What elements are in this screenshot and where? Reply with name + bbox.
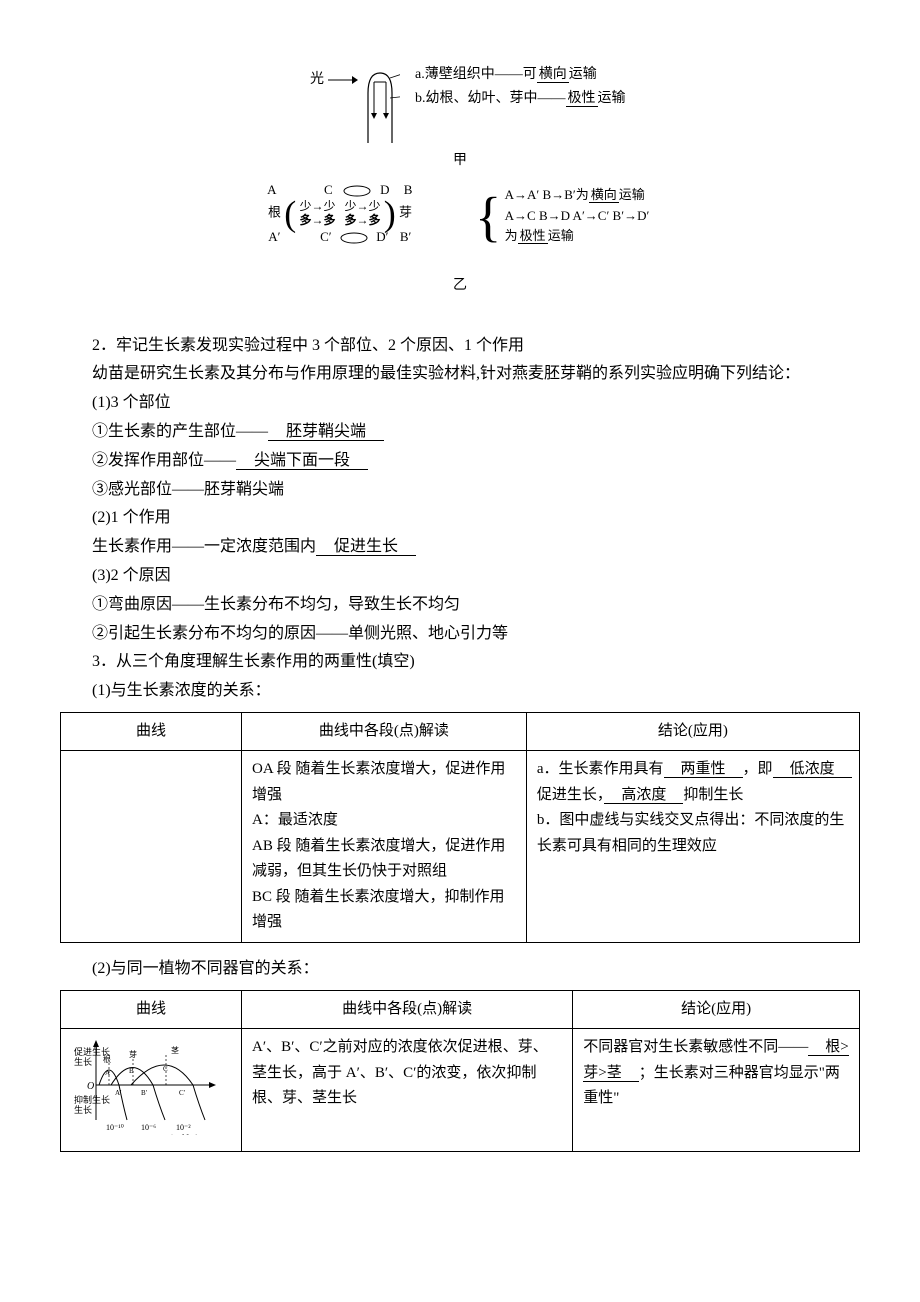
brace-l3-u: 极性 bbox=[518, 228, 548, 244]
brace-l1-u: 横向 bbox=[589, 187, 619, 203]
svg-text:10⁻⁶: 10⁻⁶ bbox=[141, 1123, 156, 1132]
section3-title: 3．从三个角度理解生长素作用的两重性(填空) bbox=[60, 648, 860, 677]
t1-col3: a．生长素作用具有 两重性 ，即 低浓度 促进生长， 高浓度 抑制生长 b．图中… bbox=[526, 751, 859, 943]
label-b-underline: 极性 bbox=[566, 91, 598, 107]
brace-l1-suffix: 运输 bbox=[619, 187, 645, 202]
section2-intro: 幼苗是研究生长素及其分布与作用原理的最佳实验材料,针对燕麦胚芽鞘的系列实验应明确… bbox=[60, 360, 860, 389]
svg-text:C′: C′ bbox=[179, 1089, 186, 1097]
t1-h2: 曲线中各段(点)解读 bbox=[242, 712, 527, 751]
s2-p3: (3)2 个原因 bbox=[60, 562, 860, 591]
brace-icon: { bbox=[475, 189, 501, 244]
svg-text:A′: A′ bbox=[115, 1089, 122, 1097]
col-cp: C′ bbox=[316, 228, 336, 246]
t2-h2: 曲线中各段(点)解读 bbox=[242, 990, 573, 1029]
caption-jia: 甲 bbox=[250, 148, 670, 173]
section2-title: 2．牢记生长素发现实验过程中 3 个部位、2 个原因、1 个作用 bbox=[60, 332, 860, 361]
light-label: 光 bbox=[310, 67, 324, 92]
svg-text:B: B bbox=[129, 1067, 134, 1075]
t2-col3: 不同器官对生长素敏感性不同—— 根>芽>茎 ；生长素对三种器官均显示"两重性" bbox=[573, 1029, 860, 1152]
col-a: A bbox=[262, 181, 282, 199]
t1-col2: OA 段 随着生长素浓度增大，促进作用增强 A：最适浓度 AB 段 随着生长素浓… bbox=[242, 751, 527, 943]
brace-l1-prefix: A→A′ B→B′为 bbox=[505, 187, 589, 202]
col-ap: A′ bbox=[264, 228, 284, 246]
col-c: C bbox=[318, 181, 338, 199]
figure-top: 光 a.薄壁组织中——可横向运输 bbox=[250, 60, 670, 160]
svg-text:抑制生长: 抑制生长 bbox=[74, 1094, 110, 1105]
label-b-prefix: b.幼根、幼叶、芽中—— bbox=[415, 91, 566, 106]
svg-text:A: A bbox=[105, 1069, 110, 1077]
table-organs: 曲线 曲线中各段(点)解读 结论(应用) 促进生长 生长 O 抑制生长 生长 bbox=[60, 990, 860, 1152]
svg-text:c/mol·L⁻¹: c/mol·L⁻¹ bbox=[166, 1133, 197, 1135]
col-bp: B′ bbox=[396, 228, 416, 246]
t1-h3: 结论(应用) bbox=[526, 712, 859, 751]
brace-block: { A→A′ B→B′为横向运输 A→C B→D A′→C′ B′→D′ 为极性… bbox=[475, 185, 649, 247]
s2-p1: (1)3 个部位 bbox=[60, 389, 860, 418]
figure-jia: 光 a.薄壁组织中——可横向运输 bbox=[60, 60, 860, 302]
s2-p2: (2)1 个作用 bbox=[60, 504, 860, 533]
t1-h1: 曲线 bbox=[61, 712, 242, 751]
s2-p2-1: 生长素作用——一定浓度范围内 促进生长 bbox=[60, 533, 860, 562]
s3-p2: (2)与同一植物不同器官的关系： bbox=[60, 955, 860, 984]
root-bud-diagram: A C D B 根 ( 少→少 少→少 多→多 多→多 ) 芽 bbox=[220, 181, 460, 246]
figure-yi: A C D B 根 ( 少→少 少→少 多→多 多→多 ) 芽 bbox=[180, 181, 740, 291]
t2-h1: 曲线 bbox=[61, 990, 242, 1029]
label-b: b.幼根、幼叶、芽中——极性运输 bbox=[415, 86, 626, 111]
label-b-suffix: 运输 bbox=[598, 91, 626, 106]
svg-text:O: O bbox=[87, 1081, 94, 1092]
brace-l2: A→C B→D A′→C′ B′→D′ bbox=[505, 208, 650, 223]
s2-p1-2: ②发挥作用部位—— 尖端下面一段 bbox=[60, 447, 860, 476]
t2-h3: 结论(应用) bbox=[573, 990, 860, 1029]
brace-l3-suffix: 运输 bbox=[548, 228, 574, 243]
table-concentration: 曲线 曲线中各段(点)解读 结论(应用) OA 段 随着生长素浓度增大，促进作用… bbox=[60, 712, 860, 943]
svg-text:茎: 茎 bbox=[171, 1045, 179, 1055]
label-a-prefix: a.薄壁组织中——可 bbox=[415, 67, 537, 82]
label-a: a.薄壁组织中——可横向运输 bbox=[415, 62, 597, 87]
s2-p3-1: ①弯曲原因——生长素分布不均匀，导致生长不均匀 bbox=[60, 591, 860, 620]
t2-col2: A′、B′、C′之前对应的浓度依次促进根、芽、茎生长，高于 A′、B′、C′的浓… bbox=[242, 1029, 573, 1152]
coleoptile-icon bbox=[360, 68, 400, 143]
col-dp: D′ bbox=[372, 228, 392, 246]
svg-text:芽: 芽 bbox=[129, 1049, 137, 1059]
caption-yi: 乙 bbox=[180, 273, 740, 298]
label-a-suffix: 运输 bbox=[569, 67, 597, 82]
s3-p1: (1)与生长素浓度的关系： bbox=[60, 677, 860, 706]
brace-l3-prefix: 为 bbox=[505, 228, 518, 243]
bud-label: 芽 bbox=[399, 204, 412, 219]
svg-text:生长: 生长 bbox=[74, 1104, 92, 1115]
root-label: 根 bbox=[268, 204, 281, 219]
label-a-underline: 横向 bbox=[537, 67, 569, 83]
svg-text:生长: 生长 bbox=[74, 1056, 92, 1067]
svg-text:C: C bbox=[163, 1065, 168, 1073]
light-arrow-icon bbox=[328, 70, 358, 95]
s2-p3-2: ②引起生长素分布不均匀的原因——单侧光照、地心引力等 bbox=[60, 620, 860, 649]
col-b: B bbox=[398, 181, 418, 199]
t2-chart-cell: 促进生长 生长 O 抑制生长 生长 根 芽 茎 bbox=[61, 1029, 242, 1152]
s2-p1-3: ③感光部位——胚芽鞘尖端 bbox=[60, 476, 860, 505]
s2-p1-1: ①生长素的产生部位—— 胚芽鞘尖端 bbox=[60, 418, 860, 447]
svg-text:根: 根 bbox=[103, 1054, 111, 1064]
svg-text:B′: B′ bbox=[141, 1089, 148, 1097]
t1-chart-cell bbox=[61, 751, 242, 943]
svg-text:10⁻¹⁰: 10⁻¹⁰ bbox=[106, 1123, 124, 1132]
svg-text:10⁻²: 10⁻² bbox=[176, 1123, 191, 1132]
organ-chart-icon: 促进生长 生长 O 抑制生长 生长 根 芽 茎 bbox=[71, 1035, 221, 1135]
